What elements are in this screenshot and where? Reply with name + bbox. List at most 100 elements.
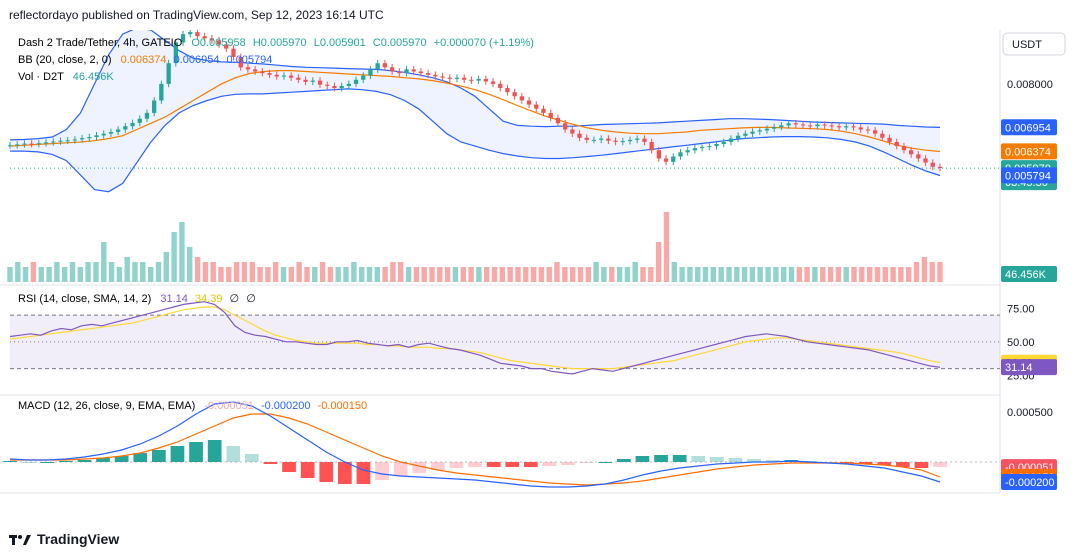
volume-bar [257, 267, 263, 282]
candle-body [317, 80, 323, 85]
macd-hist-bar [133, 453, 148, 462]
volume-bar [444, 267, 451, 282]
candle-body [909, 150, 914, 155]
currency-button[interactable]: USDT [1002, 32, 1066, 56]
chart-canvas[interactable]: 0.0090000.00800075.0050.0025.000.0005000… [0, 30, 1080, 500]
axes: 0.0090000.00800075.0050.0025.000.0005000… [1001, 37, 1057, 490]
candle-body [584, 137, 589, 140]
candle-body [534, 104, 539, 109]
macd-hist-bar [412, 462, 427, 473]
candle-body [620, 141, 625, 143]
candle-body [101, 133, 106, 136]
volume-bar [710, 267, 716, 282]
candle-body [880, 133, 885, 138]
macd-hist-bar [672, 455, 687, 462]
candle-body [353, 79, 359, 84]
macd-hist-bar [393, 462, 408, 476]
volume-bar [171, 232, 177, 282]
macd-pane[interactable] [3, 401, 1000, 488]
macd-hist-bar [207, 440, 222, 462]
volume-bar [124, 257, 130, 282]
macd-hist-bar [858, 462, 873, 464]
candle-body [685, 150, 690, 153]
volume-bar [77, 267, 83, 282]
candle-body [526, 100, 532, 105]
volume-bar [101, 242, 107, 282]
volume-bar [523, 267, 529, 282]
candle-body [627, 139, 633, 142]
currency-button-frame[interactable] [1002, 32, 1066, 56]
candle-body [231, 48, 236, 57]
candle-body [152, 100, 157, 113]
candle-body [498, 83, 503, 88]
candle-body [274, 74, 279, 77]
macd-hist-bar [561, 462, 575, 465]
volume-bar [546, 267, 552, 282]
macd-hist-bar [96, 458, 110, 462]
macd-tick-label: 0.000500 [1007, 407, 1053, 419]
candle-body [844, 126, 849, 128]
macd-hist-bar [21, 462, 36, 463]
price-tag-bg [1001, 143, 1057, 160]
candle-body [281, 75, 287, 77]
volume-bar [15, 262, 21, 282]
legend-macd[interactable]: MACD (12, 26, close, 9, EMA, EMA) -0.000… [18, 400, 367, 412]
volume-bar [335, 267, 341, 282]
candle-body [418, 71, 424, 74]
macd-hist-bar [245, 454, 259, 462]
macd-hist-bar [300, 462, 315, 478]
volume-bar [163, 252, 169, 282]
volume-bar [695, 267, 701, 282]
candle-body [130, 122, 135, 127]
volume-bar [765, 267, 771, 282]
candle-body [245, 67, 251, 70]
macd-tag: -0.000200 [1005, 477, 1055, 489]
candle-body [260, 71, 265, 74]
macd-hist-bar [468, 462, 482, 467]
candle-body [505, 88, 510, 93]
candle-body [440, 76, 445, 78]
candle-body [808, 125, 813, 127]
legend-bb[interactable]: BB (20, close, 2, 0) 0.006374 0.006954 0… [18, 54, 272, 66]
candle-body [836, 126, 842, 128]
candle-body [433, 74, 438, 77]
bb-basis-line [9, 69, 941, 153]
volume-bar [413, 267, 420, 282]
currency-button-label[interactable]: USDT [1012, 39, 1042, 51]
volume-bar [54, 262, 60, 282]
volume-bar [929, 262, 935, 282]
candle-body [923, 158, 928, 163]
legend-volume[interactable]: Vol · D2T 46.456K [18, 71, 114, 83]
volume-bar [22, 267, 29, 282]
volume-bar [108, 262, 115, 282]
legend-symbol-title: Dash 2 Trade/Tether, 4h, GATEIO [18, 37, 183, 49]
candle-body [15, 144, 20, 146]
candle-body [116, 129, 121, 132]
volume-bar [85, 262, 91, 282]
macd-hist-bar [338, 462, 352, 484]
footer-brand[interactable]: TradingView [9, 531, 119, 547]
candle-body [36, 143, 41, 145]
volume-bar [827, 267, 834, 282]
macd-hist-bar [3, 461, 17, 462]
macd-hist-bar [765, 460, 780, 462]
macd-hist-bar [59, 461, 73, 462]
rsi-pane[interactable] [9, 301, 1000, 375]
candle-body [786, 123, 791, 126]
legend-bb-label: BB (20, close, 2, 0) [18, 54, 112, 66]
volume-bar [468, 267, 474, 282]
candle-body [887, 137, 892, 142]
candle-body [736, 135, 741, 139]
volume-bar [648, 267, 654, 282]
candle-body [404, 69, 409, 74]
volume-bar [937, 262, 943, 282]
legend-rsi[interactable]: RSI (14, close, SMA, 14, 2) 31.14 34.39 … [18, 293, 256, 305]
macd-hist-bar [77, 460, 92, 462]
candle-body [94, 135, 99, 137]
candle-body [563, 123, 568, 130]
legend-symbol[interactable]: Dash 2 Trade/Tether, 4h, GATEIO O0.00595… [18, 37, 534, 49]
price-pane[interactable] [7, 30, 1000, 193]
bb-fill [10, 30, 940, 192]
candle-body [916, 154, 921, 159]
volume-bar [280, 267, 287, 282]
